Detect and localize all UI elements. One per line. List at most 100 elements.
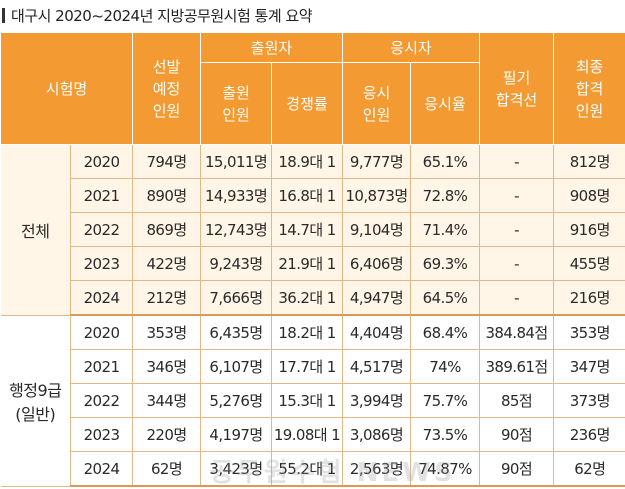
competition-cell: 21.9대 1 [272, 247, 343, 281]
applicants-cell: 15,011명 [201, 145, 272, 179]
final-cell: 373명 [554, 384, 625, 418]
planned-cell: 794명 [133, 145, 201, 179]
planned-cell: 353명 [133, 315, 201, 350]
applicants-cell: 6,435명 [201, 315, 272, 350]
header-competition: 경쟁률 [272, 63, 343, 145]
title-bar-marker [2, 8, 5, 23]
final-cell: 216명 [554, 281, 625, 316]
watermark: 공무원수험 NEWS [210, 452, 456, 489]
competition-cell: 18.2대 1 [272, 315, 343, 350]
competition-cell: 19.08대 1 [272, 418, 343, 452]
competition-cell: 15.3대 1 [272, 384, 343, 418]
rate-cell: 64.5% [411, 281, 480, 316]
final-cell: 353명 [554, 315, 625, 350]
competition-cell: 16.8대 1 [272, 179, 343, 213]
year-cell: 2021 [71, 350, 133, 384]
planned-cell: 346명 [133, 350, 201, 384]
rate-cell: 72.8% [411, 179, 480, 213]
year-cell: 2022 [71, 213, 133, 247]
section-label: 전체 [1, 145, 71, 316]
rate-cell: 65.1% [411, 145, 480, 179]
rate-cell: 74% [411, 350, 480, 384]
rate-cell: 71.4% [411, 213, 480, 247]
header-exam: 시험명 [1, 33, 133, 145]
final-cell: 916명 [554, 213, 625, 247]
planned-cell: 890명 [133, 179, 201, 213]
cutoff-cell: 389.61점 [480, 350, 554, 384]
takers-cell: 4,517명 [343, 350, 411, 384]
header-takers: 응시자 [343, 33, 480, 63]
takers-cell: 10,873명 [343, 179, 411, 213]
planned-cell: 422명 [133, 247, 201, 281]
year-cell: 2024 [71, 452, 133, 487]
applicants-cell: 4,197명 [201, 418, 272, 452]
takers-cell: 9,777명 [343, 145, 411, 179]
year-cell: 2021 [71, 179, 133, 213]
document-title: 대구시 2020~2024년 지방공무원시험 통계 요약 [0, 0, 625, 30]
applicants-cell: 7,666명 [201, 281, 272, 316]
final-cell: 236명 [554, 418, 625, 452]
rate-cell: 68.4% [411, 315, 480, 350]
applicants-cell: 6,107명 [201, 350, 272, 384]
competition-cell: 14.7대 1 [272, 213, 343, 247]
cutoff-cell: 85점 [480, 384, 554, 418]
cutoff-cell: 90점 [480, 452, 554, 487]
section-label: 행정9급(일반) [1, 315, 71, 486]
cutoff-cell: - [480, 247, 554, 281]
title-text: 대구시 2020~2024년 지방공무원시험 통계 요약 [11, 5, 312, 26]
planned-cell: 220명 [133, 418, 201, 452]
planned-cell: 869명 [133, 213, 201, 247]
cutoff-cell: - [480, 213, 554, 247]
planned-cell: 212명 [133, 281, 201, 316]
competition-cell: 17.7대 1 [272, 350, 343, 384]
takers-cell: 4,404명 [343, 315, 411, 350]
year-cell: 2024 [71, 281, 133, 316]
cutoff-cell: 90점 [480, 418, 554, 452]
planned-cell: 344명 [133, 384, 201, 418]
takers-cell: 3,994명 [343, 384, 411, 418]
final-cell: 812명 [554, 145, 625, 179]
rate-cell: 73.5% [411, 418, 480, 452]
competition-cell: 36.2대 1 [272, 281, 343, 316]
header-applicants: 출원자 [201, 33, 343, 63]
takers-cell: 6,406명 [343, 247, 411, 281]
rate-cell: 75.7% [411, 384, 480, 418]
takers-cell: 9,104명 [343, 213, 411, 247]
applicants-cell: 9,243명 [201, 247, 272, 281]
cutoff-cell: - [480, 145, 554, 179]
final-cell: 908명 [554, 179, 625, 213]
planned-cell: 62명 [133, 452, 201, 487]
applicants-cell: 5,276명 [201, 384, 272, 418]
takers-cell: 4,947명 [343, 281, 411, 316]
cutoff-cell: - [480, 179, 554, 213]
year-cell: 2023 [71, 247, 133, 281]
final-cell: 347명 [554, 350, 625, 384]
year-cell: 2023 [71, 418, 133, 452]
cutoff-cell: - [480, 281, 554, 316]
takers-cell: 3,086명 [343, 418, 411, 452]
applicants-cell: 12,743명 [201, 213, 272, 247]
year-cell: 2020 [71, 145, 133, 179]
year-cell: 2020 [71, 315, 133, 350]
applicants-cell: 14,933명 [201, 179, 272, 213]
final-cell: 455명 [554, 247, 625, 281]
year-cell: 2022 [71, 384, 133, 418]
competition-cell: 18.9대 1 [272, 145, 343, 179]
header-taker-rate: 응시율 [411, 63, 480, 145]
rate-cell: 69.3% [411, 247, 480, 281]
